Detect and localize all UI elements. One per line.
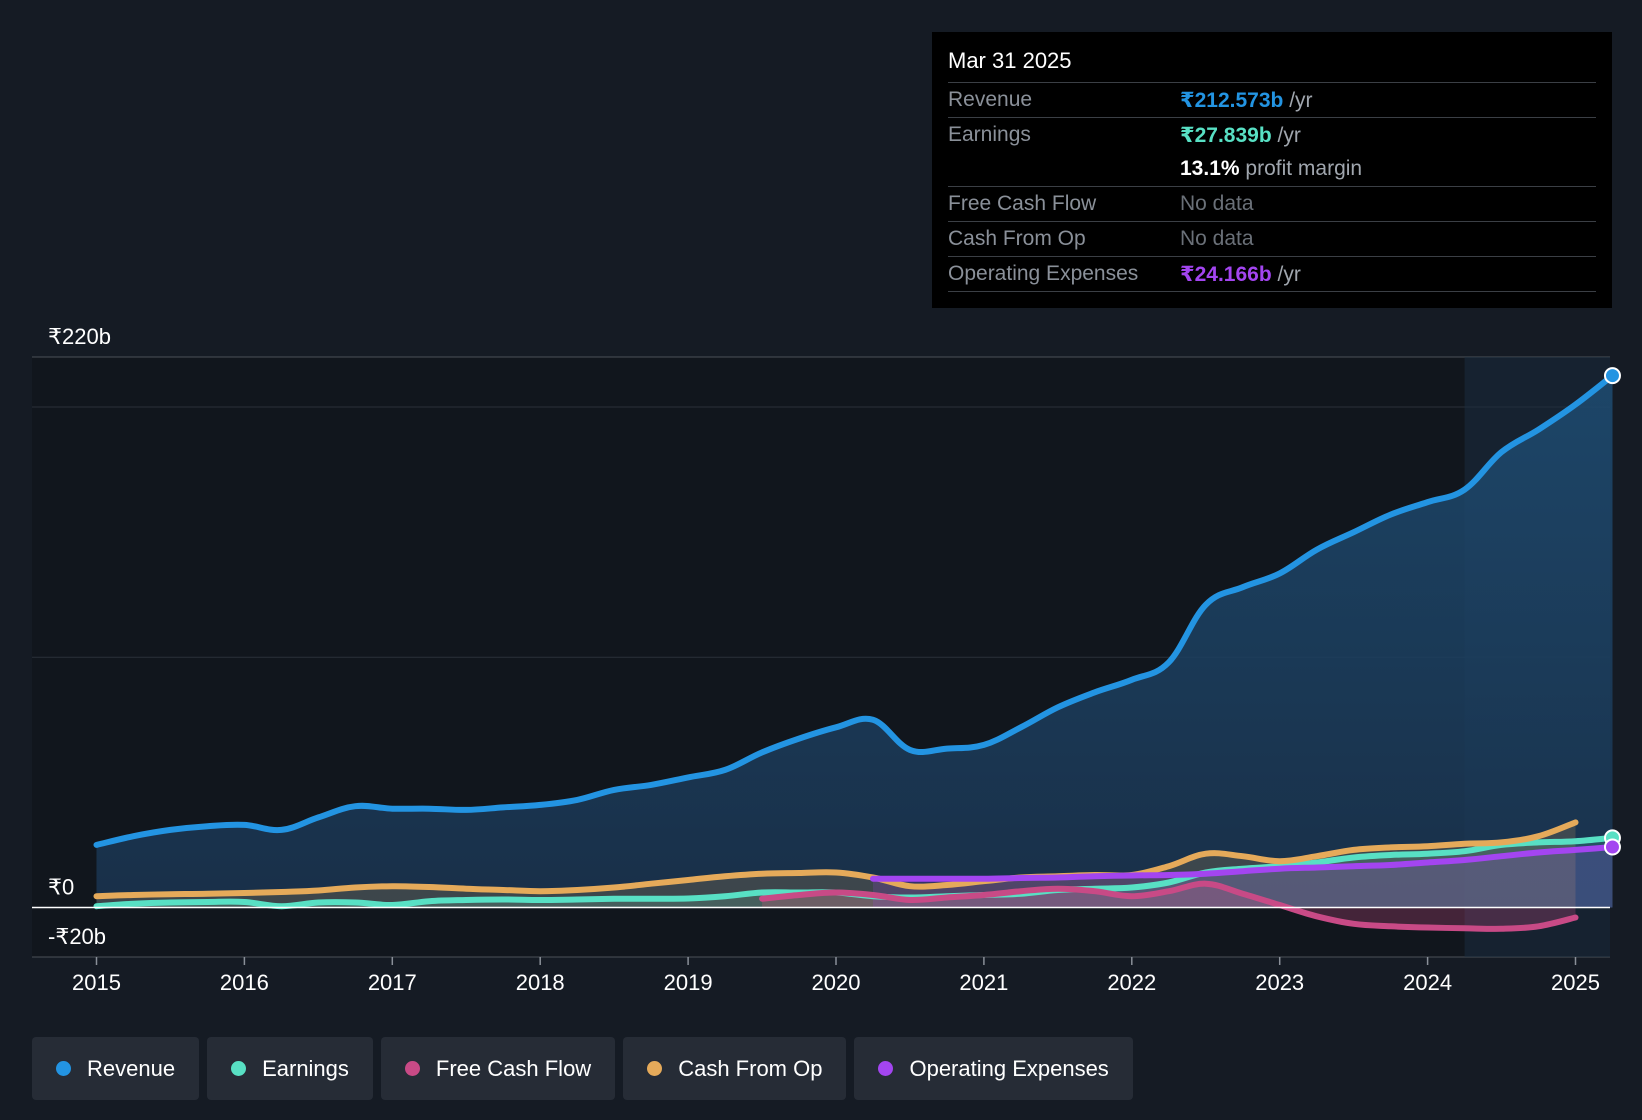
x-tick-label: 2024 <box>1403 970 1452 995</box>
series-end-markers <box>1603 367 1621 856</box>
tooltip-value: No data <box>1180 192 1254 215</box>
line-cash-from-op <box>93 819 1579 900</box>
tooltip-value: No data <box>1180 227 1254 250</box>
tooltip-margin-text: profit margin <box>1245 157 1363 180</box>
tooltip-row-earnings: Earnings ₹27.839b /yr <box>948 118 1596 152</box>
tooltip-unit: /yr <box>1289 88 1313 112</box>
area-revenue <box>96 375 1613 908</box>
legend-label: Cash From Op <box>678 1055 823 1081</box>
tooltip-row-opex: Operating Expenses ₹24.166b /yr <box>948 257 1596 292</box>
x-tick-label: 2015 <box>72 970 121 995</box>
legend-label: Free Cash Flow <box>435 1055 592 1081</box>
legend-item-operating-expenses[interactable]: Operating Expenses <box>854 1037 1133 1100</box>
tooltip-row-margin: 13.1% profit margin <box>948 152 1596 187</box>
x-tick-label: 2018 <box>516 970 565 995</box>
legend: Revenue Earnings Free Cash Flow Cash Fro… <box>32 1037 1133 1100</box>
tooltip-unit: /yr <box>1277 123 1301 147</box>
end-marker-operating-expenses <box>1603 838 1621 856</box>
legend-item-earnings[interactable]: Earnings <box>207 1037 373 1100</box>
legend-dot-icon <box>404 1061 420 1076</box>
legend-label: Operating Expenses <box>909 1055 1109 1081</box>
series-lines <box>93 372 1616 932</box>
tooltip-row-cfo: Cash From Op No data <box>948 222 1596 257</box>
x-tick-label: 2017 <box>368 970 417 995</box>
x-tick-label: 2025 <box>1551 970 1600 995</box>
tooltip-margin-value: 13.1% <box>1180 157 1240 180</box>
x-tick-label: 2019 <box>664 970 713 995</box>
tooltip-row-fcf: Free Cash Flow No data <box>948 187 1596 222</box>
legend-item-revenue[interactable]: Revenue <box>32 1037 200 1100</box>
y-tick-label: ₹0 <box>48 875 74 900</box>
legend-dot-icon <box>878 1061 894 1076</box>
tooltip-date: Mar 31 2025 <box>948 46 1596 83</box>
legend-label: Earnings <box>262 1055 349 1081</box>
tooltip-unit: /yr <box>1277 262 1301 286</box>
line-free-cash-flow <box>759 880 1579 932</box>
end-marker-revenue <box>1603 367 1621 385</box>
tooltip-value: ₹212.573b <box>1180 88 1284 112</box>
legend-dot-icon <box>647 1061 663 1076</box>
x-tick-label: 2022 <box>1107 970 1156 995</box>
legend-dot-icon <box>56 1061 71 1076</box>
legend-label: Revenue <box>87 1055 176 1081</box>
line-revenue <box>93 372 1616 848</box>
tooltip-label: Revenue <box>948 88 1033 111</box>
y-tick-label: ₹220b <box>48 324 111 349</box>
line-operating-expenses <box>870 844 1616 882</box>
tooltip-row-revenue: Revenue ₹212.573b /yr <box>948 83 1596 118</box>
legend-item-free-cash-flow[interactable]: Free Cash Flow <box>380 1037 616 1100</box>
tooltip-label: Earnings <box>948 123 1031 146</box>
y-tick-label: -₹20b <box>48 924 106 949</box>
tooltip-label: Operating Expenses <box>948 262 1139 285</box>
tooltip-label: Free Cash Flow <box>948 192 1097 215</box>
legend-item-cash-from-op[interactable]: Cash From Op <box>623 1037 847 1100</box>
x-tick-label: 2023 <box>1255 970 1304 995</box>
tooltip-label: Cash From Op <box>948 227 1086 250</box>
x-tick-label: 2021 <box>959 970 1008 995</box>
tooltip: Mar 31 2025 Revenue ₹212.573b /yr Earnin… <box>932 32 1612 308</box>
legend-dot-icon <box>231 1061 247 1076</box>
tooltip-value: ₹24.166b <box>1180 262 1272 286</box>
axes: ₹220b ₹0 -₹20b 2015 2016 2017 2018 2019 2020 2021… <box>32 324 1610 995</box>
x-tick-label: 2016 <box>220 970 269 995</box>
tooltip-value: ₹27.839b <box>1180 123 1272 147</box>
x-tick-label: 2020 <box>812 970 861 995</box>
area-free-cash-flow <box>762 883 1576 929</box>
